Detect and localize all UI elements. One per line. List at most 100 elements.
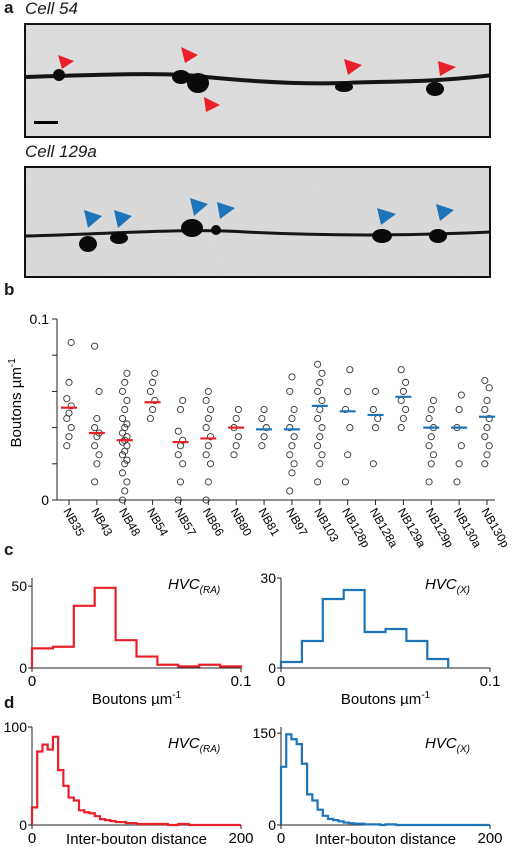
x-tick-label: 200 — [477, 830, 502, 847]
data-point — [258, 442, 266, 450]
data-point — [121, 378, 129, 386]
data-point — [179, 396, 187, 404]
data-point — [204, 478, 212, 486]
data-point — [118, 415, 127, 423]
x-axis-label: Inter-bouton distance — [315, 831, 456, 848]
bouton — [211, 225, 221, 235]
data-point — [67, 338, 75, 347]
data-point — [204, 387, 212, 395]
data-point — [318, 369, 326, 377]
y-tick-label: 0 — [41, 492, 49, 508]
data-point — [485, 442, 493, 450]
data-point — [314, 478, 322, 486]
data-point — [316, 378, 324, 386]
data-point — [204, 442, 212, 450]
x-tick-label: 0 — [28, 830, 36, 847]
series-label: HVC(X) — [425, 576, 470, 596]
data-point — [341, 478, 350, 486]
data-point — [314, 387, 322, 395]
data-point — [67, 424, 75, 432]
data-point — [286, 424, 294, 432]
data-point — [123, 369, 131, 377]
data-point — [204, 415, 212, 423]
blue-arrowhead-icon — [377, 208, 396, 225]
data-point — [288, 442, 296, 450]
data-point — [206, 433, 215, 441]
y-tick-label: 100 — [4, 719, 28, 735]
red-arrowhead-icon — [204, 97, 220, 112]
data-point — [146, 387, 154, 395]
data-point — [179, 460, 187, 468]
data-point — [402, 405, 410, 414]
data-point — [230, 451, 238, 459]
histogram-line — [279, 733, 490, 827]
data-point — [427, 405, 435, 414]
data-point — [344, 387, 352, 395]
data-point — [123, 396, 131, 404]
data-point — [118, 387, 127, 395]
data-point — [483, 451, 491, 459]
data-point — [346, 366, 354, 374]
bouton — [79, 236, 97, 252]
cell-54-title: Cell 54 — [25, 0, 78, 18]
x-axis-label: Inter-bouton distance — [66, 831, 207, 848]
data-point — [481, 376, 489, 385]
data-point — [286, 487, 294, 495]
data-point — [65, 409, 73, 417]
data-point — [485, 384, 493, 392]
data-point — [174, 427, 182, 435]
data-point — [369, 460, 377, 468]
x-tick-label: 0.1 — [480, 673, 501, 690]
data-point — [427, 460, 435, 468]
data-point — [316, 460, 324, 468]
x-tick-label: 0 — [277, 673, 285, 690]
data-point — [262, 424, 270, 432]
data-point — [202, 496, 210, 504]
micrograph-cell-129a-svg — [26, 168, 489, 276]
x-tick-label: NB81 — [255, 506, 282, 539]
micrograph-cell-54-svg — [26, 25, 489, 136]
data-point — [290, 405, 298, 414]
x-tick-label: 0 — [28, 673, 36, 690]
x-tick-label: NB66 — [200, 506, 227, 539]
red-arrowhead-icon — [438, 61, 456, 76]
panel-b-letter: b — [4, 280, 15, 299]
bouton — [187, 73, 209, 93]
data-point — [316, 433, 324, 441]
data-point — [121, 487, 129, 495]
x-tick-label: NB103 — [311, 506, 342, 545]
data-point — [151, 369, 159, 377]
data-point — [429, 396, 438, 404]
data-point — [371, 424, 380, 432]
red-arrowhead-icon — [181, 47, 198, 63]
x-tick-label: 200 — [228, 830, 253, 847]
scale-bar — [34, 121, 58, 124]
data-point — [290, 433, 298, 441]
data-point — [174, 451, 182, 459]
data-point — [288, 469, 296, 477]
data-point — [146, 415, 154, 423]
blue-arrowhead-icon — [84, 210, 102, 228]
data-point — [399, 415, 407, 423]
data-point — [202, 424, 210, 432]
bouton — [110, 232, 128, 244]
blue-arrowhead-icon — [436, 204, 454, 221]
data-point — [483, 396, 491, 404]
micrograph-cell-54 — [24, 23, 491, 138]
x-tick-label: NB97 — [283, 506, 310, 539]
data-point — [93, 460, 101, 468]
data-point — [63, 395, 71, 403]
y-tick-label: 0 — [19, 660, 27, 676]
data-point — [288, 415, 296, 423]
data-point — [121, 405, 129, 414]
bouton — [53, 69, 65, 81]
data-point — [397, 396, 405, 404]
bouton — [181, 219, 203, 237]
data-point — [151, 396, 159, 404]
data-point — [371, 387, 380, 395]
data-point — [457, 391, 465, 399]
data-point — [425, 442, 433, 450]
data-point — [176, 478, 185, 486]
data-point — [118, 438, 127, 446]
data-point — [95, 387, 103, 395]
